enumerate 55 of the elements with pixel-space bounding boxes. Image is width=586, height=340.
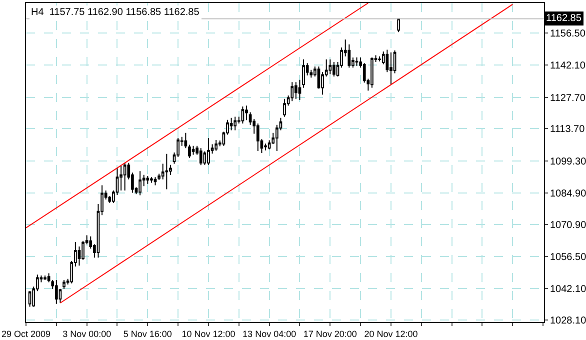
candlestick	[332, 62, 336, 78]
candlestick	[192, 145, 195, 156]
y-tick-label: 1099.30	[550, 156, 586, 168]
candlestick	[138, 170, 142, 196]
candlestick	[378, 56, 381, 62]
candlestick	[355, 56, 358, 66]
x-tick-label: 10 Nov 12:00	[182, 328, 236, 339]
candlestick	[294, 82, 298, 100]
candlestick	[123, 162, 126, 192]
candlestick	[283, 98, 286, 118]
y-tick-label: 1084.90	[550, 188, 586, 200]
candlestick	[154, 176, 157, 186]
candlestick	[214, 140, 218, 152]
y-tick-label: 1127.70	[550, 92, 586, 104]
y-tick-label: 1056.50	[550, 252, 586, 263]
candlestick	[184, 132, 188, 149]
y-tick-label: 1070.90	[550, 220, 586, 231]
ref-line-label: 1162.85	[546, 13, 582, 24]
y-tick-label: 1042.10	[550, 284, 586, 296]
y-tick-label: 1156.50	[550, 28, 586, 40]
candlestick	[348, 44, 351, 68]
candlestick	[150, 176, 153, 184]
x-tick-label: 13 Nov 04:00	[242, 328, 296, 339]
candlestick	[120, 165, 122, 192]
x-tick-label: 29 Oct 2009	[1, 328, 51, 339]
x-tick-label: 5 Nov 16:00	[123, 328, 172, 339]
candlestick	[54, 279, 58, 304]
candlestick	[241, 106, 244, 124]
candlestick	[165, 153, 168, 190]
candlestick	[256, 122, 260, 152]
chart-title: H4 1157.75 1162.90 1156.85 1162.85	[31, 7, 200, 18]
candlestick	[298, 79, 302, 101]
candlestick	[390, 52, 392, 86]
y-tick-label: 1113.70	[550, 124, 586, 136]
candlestick	[146, 176, 150, 184]
candlestick	[199, 148, 202, 166]
candlestick	[290, 82, 294, 102]
candlestick	[44, 275, 46, 280]
y-tick-label: 1142.10	[550, 60, 586, 72]
candlestick	[370, 56, 374, 88]
candlestick	[302, 58, 305, 88]
candlestick	[207, 138, 210, 166]
candlestick	[230, 117, 233, 131]
x-tick-label: 3 Nov 00:00	[62, 328, 112, 339]
x-tick-label: 17 Nov 20:00	[303, 328, 357, 339]
candlestick	[328, 58, 332, 75]
candlestick	[28, 290, 32, 308]
candlestick	[234, 116, 237, 131]
x-tick-label: 20 Nov 12:00	[364, 328, 418, 339]
candlestick	[62, 279, 66, 290]
y-tick-label: 1028.10	[550, 315, 586, 326]
candlestick	[264, 143, 267, 151]
candlestick	[188, 144, 191, 158]
candlestick	[245, 105, 248, 121]
candlestick	[397, 18, 400, 33]
